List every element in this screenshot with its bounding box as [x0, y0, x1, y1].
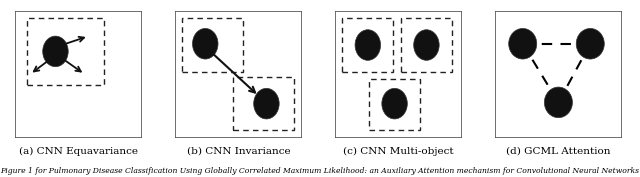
- Text: (c) CNN Multi-object: (c) CNN Multi-object: [343, 147, 454, 156]
- Ellipse shape: [382, 88, 407, 119]
- Text: (a) CNN Equavariance: (a) CNN Equavariance: [19, 147, 138, 156]
- Ellipse shape: [355, 30, 381, 60]
- Ellipse shape: [253, 88, 279, 119]
- Bar: [28, 18, 104, 85]
- Ellipse shape: [413, 30, 439, 60]
- Text: (b) CNN Invariance: (b) CNN Invariance: [187, 147, 290, 156]
- Bar: [234, 77, 294, 130]
- Ellipse shape: [43, 36, 68, 67]
- Text: Figure 1 for Pulmonary Disease Classification Using Globally Correlated Maximum : Figure 1 for Pulmonary Disease Classific…: [1, 167, 639, 175]
- Bar: [401, 18, 452, 72]
- Ellipse shape: [545, 87, 572, 118]
- Bar: [369, 79, 420, 130]
- Ellipse shape: [576, 28, 604, 59]
- Bar: [342, 18, 394, 72]
- Text: (d) GCML Attention: (d) GCML Attention: [506, 147, 611, 156]
- Ellipse shape: [509, 28, 537, 59]
- Ellipse shape: [193, 28, 218, 59]
- Bar: [182, 18, 243, 72]
